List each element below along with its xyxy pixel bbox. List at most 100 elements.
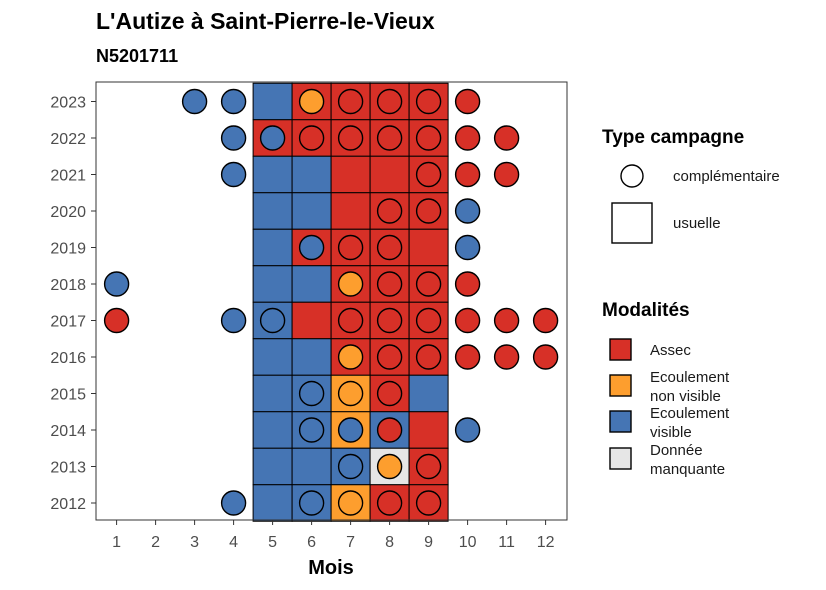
tile-2014-9 bbox=[408, 411, 449, 449]
point-2019-10 bbox=[454, 234, 481, 261]
tile-2021-5 bbox=[252, 155, 293, 194]
legend-type-label: usuelle bbox=[673, 215, 721, 232]
x-tick-label: 5 bbox=[268, 534, 277, 551]
point-2023-6 bbox=[298, 88, 325, 115]
x-tick-label: 7 bbox=[346, 534, 355, 551]
legend-label-nonvisible: non visible bbox=[650, 388, 721, 405]
point-2018-1 bbox=[103, 271, 130, 297]
panel-border bbox=[95, 81, 568, 521]
axes-layer: 1 2 3 4 5 6 7 8 9 10 11 122023202220212020201920182… bbox=[50, 95, 554, 552]
point-2017-12 bbox=[532, 307, 559, 334]
point-2018-7 bbox=[337, 271, 364, 297]
y-tick-label: 2023 bbox=[50, 95, 86, 112]
point-2017-4 bbox=[220, 307, 247, 334]
tile-2016-5 bbox=[252, 338, 293, 376]
tile-2012-5 bbox=[252, 484, 293, 522]
tile-2021-7 bbox=[330, 155, 371, 194]
point-2018-9 bbox=[415, 271, 442, 297]
y-tick-label: 2018 bbox=[50, 277, 86, 294]
point-2021-9 bbox=[415, 161, 442, 188]
point-2022-7 bbox=[337, 125, 364, 151]
tile-2020-7 bbox=[330, 192, 371, 230]
legend-swatch-nonvisible bbox=[609, 374, 632, 397]
legend-label-nonvisible: Ecoulement bbox=[650, 369, 730, 386]
legend-swatch-manquante bbox=[609, 447, 632, 470]
y-tick-label: 2021 bbox=[50, 168, 86, 185]
point-2022-8 bbox=[376, 125, 403, 151]
point-2021-11 bbox=[493, 161, 520, 188]
point-2018-10 bbox=[454, 271, 481, 297]
point-2016-12 bbox=[532, 344, 559, 370]
point-2020-8 bbox=[376, 198, 403, 224]
x-tick-label: 10 bbox=[459, 534, 477, 551]
point-2013-8 bbox=[376, 453, 403, 480]
tile-2023-5 bbox=[252, 82, 293, 121]
point-2015-7 bbox=[337, 380, 364, 407]
legend-modalites-title: Modalités bbox=[602, 300, 690, 321]
point-2019-8 bbox=[376, 234, 403, 261]
point-2017-7 bbox=[337, 307, 364, 334]
point-2023-10 bbox=[454, 88, 481, 115]
tile-2021-6 bbox=[291, 155, 332, 194]
point-2023-3 bbox=[181, 88, 208, 115]
legend-label-manquante: Donnée bbox=[650, 442, 703, 459]
y-tick-label: 2019 bbox=[50, 241, 86, 258]
point-2021-4 bbox=[220, 161, 247, 188]
point-2019-7 bbox=[337, 234, 364, 261]
point-2016-7 bbox=[337, 344, 364, 370]
chart-subtitle: N5201711 bbox=[96, 46, 179, 66]
point-2014-6 bbox=[298, 417, 325, 443]
x-tick-label: 6 bbox=[307, 534, 316, 551]
point-2017-9 bbox=[415, 307, 442, 334]
tile-2018-6 bbox=[291, 265, 332, 303]
point-2017-5 bbox=[259, 307, 286, 334]
point-2016-8 bbox=[376, 344, 403, 370]
tile-2019-5 bbox=[252, 228, 293, 267]
x-tick-label: 9 bbox=[424, 534, 433, 551]
point-2023-9 bbox=[415, 88, 442, 115]
tile-2013-6 bbox=[291, 447, 332, 486]
point-2022-6 bbox=[298, 125, 325, 151]
tile-2015-5 bbox=[252, 374, 293, 413]
point-2020-9 bbox=[415, 198, 442, 224]
y-tick-label: 2020 bbox=[50, 204, 86, 221]
point-2022-4 bbox=[220, 125, 247, 151]
legend-type-label: complémentaire bbox=[673, 168, 780, 185]
y-tick-label: 2015 bbox=[50, 387, 86, 404]
point-2014-10 bbox=[454, 417, 481, 443]
x-axis-title: Mois bbox=[308, 557, 354, 579]
tile-2020-6 bbox=[291, 192, 332, 230]
point-2022-10 bbox=[454, 125, 481, 151]
tile-2020-5 bbox=[252, 192, 293, 230]
point-2012-4 bbox=[220, 490, 247, 516]
y-tick-label: 2013 bbox=[50, 460, 86, 477]
tile-2015-9 bbox=[408, 374, 449, 413]
point-2020-10 bbox=[454, 198, 481, 224]
point-2012-7 bbox=[337, 490, 364, 516]
y-tick-label: 2016 bbox=[50, 350, 86, 367]
point-2023-8 bbox=[376, 88, 403, 115]
point-2022-5 bbox=[259, 125, 286, 151]
x-tick-label: 3 bbox=[190, 534, 199, 551]
legend-swatch-visible bbox=[609, 410, 632, 433]
point-2012-8 bbox=[376, 490, 403, 516]
point-2016-9 bbox=[415, 344, 442, 370]
legend-label-assec: Assec bbox=[650, 342, 691, 359]
y-tick-label: 2017 bbox=[50, 314, 86, 331]
legend-label-manquante: manquante bbox=[650, 461, 725, 478]
x-tick-label: 12 bbox=[537, 534, 555, 551]
point-2018-8 bbox=[376, 271, 403, 297]
legend-swatch-assec bbox=[609, 338, 632, 361]
legend-label-visible: visible bbox=[650, 424, 692, 441]
legend-label-visible: Ecoulement bbox=[650, 405, 730, 422]
point-2016-11 bbox=[493, 344, 520, 370]
tile-2016-6 bbox=[291, 338, 332, 376]
tile-2014-5 bbox=[252, 411, 293, 449]
point-2023-4 bbox=[220, 88, 247, 115]
point-2014-8 bbox=[376, 417, 403, 443]
y-tick-label: 2014 bbox=[50, 423, 86, 440]
tile-2017-6 bbox=[291, 301, 332, 340]
tile-2018-5 bbox=[252, 265, 293, 303]
tile-2013-5 bbox=[252, 447, 293, 486]
tile-2021-8 bbox=[369, 155, 410, 194]
